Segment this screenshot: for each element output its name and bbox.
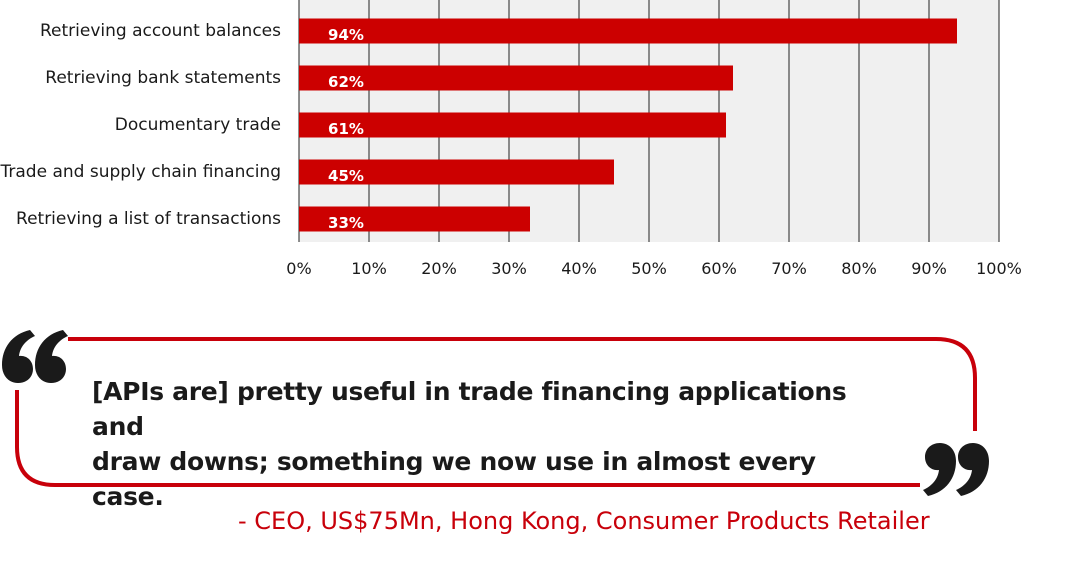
open-quote-icon [2, 330, 68, 383]
x-tick-label: 80% [841, 259, 877, 278]
x-tick-label: 20% [421, 259, 457, 278]
quote-callout: [APIs are] pretty useful in trade financ… [0, 320, 1069, 561]
x-tick-label: 100% [976, 259, 1022, 278]
quote-frame [2, 330, 989, 496]
quote-text: [APIs are] pretty useful in trade financ… [92, 374, 872, 514]
category-label: Documentary trade [115, 115, 281, 135]
x-tick-label: 10% [351, 259, 387, 278]
bar [299, 206, 530, 232]
bar-value-label: 45% [328, 167, 364, 185]
category-label: Trade and supply chain financing [0, 162, 281, 182]
quote-attribution: - CEO, US$75Mn, Hong Kong, Consumer Prod… [238, 507, 930, 535]
x-tick-label: 60% [701, 259, 737, 278]
bar [299, 65, 733, 91]
x-tick-label: 40% [561, 259, 597, 278]
bar-value-label: 61% [328, 120, 364, 138]
x-tick-label: 90% [911, 259, 947, 278]
quote-frame-border [15, 337, 977, 487]
x-tick-labels: 0% 10% 20% 30% 40% 50% 60% 70% 80% 90% 100% [286, 259, 1022, 278]
bar [299, 18, 957, 44]
bar-chart: 94% 62% 61% 45% 33% Retrieving account balan… [0, 0, 1022, 278]
close-quote-icon [923, 443, 989, 496]
x-tick-label: 0% [286, 259, 311, 278]
quote-line: draw downs; something we now use in almo… [92, 447, 816, 511]
x-tick-label: 50% [631, 259, 667, 278]
quote-line: [APIs are] pretty useful in trade financ… [92, 377, 847, 441]
category-label: Retrieving a list of transactions [16, 209, 281, 229]
bar-value-label: 94% [328, 26, 364, 44]
bar-value-label: 62% [328, 73, 364, 91]
category-labels: Retrieving account balances Retrieving ba… [0, 21, 281, 229]
x-tick-label: 30% [491, 259, 527, 278]
bars: 94% 62% 61% 45% 33% [299, 18, 957, 232]
x-tick-label: 70% [771, 259, 807, 278]
bar [299, 159, 614, 185]
category-label: Retrieving bank statements [45, 68, 281, 88]
category-label: Retrieving account balances [40, 21, 281, 41]
bar-value-label: 33% [328, 214, 364, 232]
bar [299, 112, 726, 138]
